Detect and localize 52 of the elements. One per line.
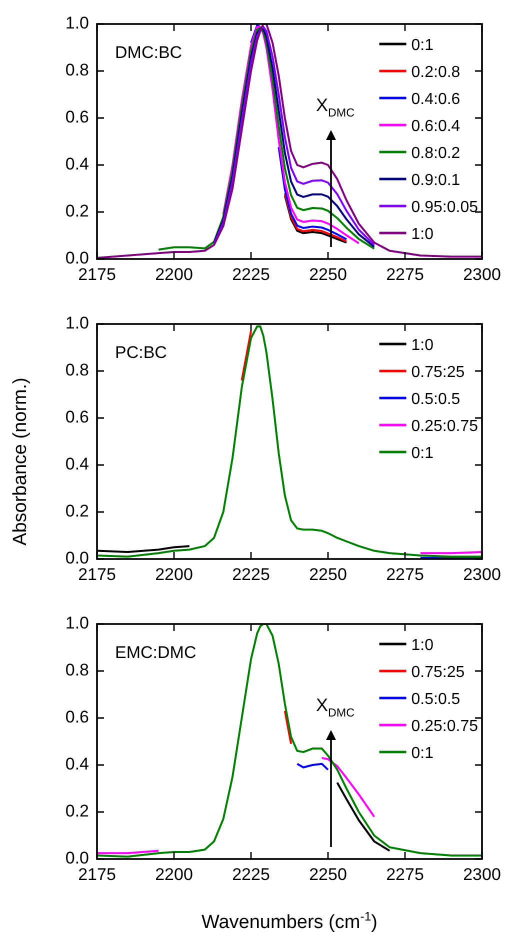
legend-label: 0.2:0.8 — [411, 64, 460, 81]
legend-label: 0:1 — [411, 445, 434, 462]
y-tick-label: 0.2 — [65, 502, 89, 521]
legend-label: 0.6:0.4 — [411, 118, 460, 135]
y-tick-label: 0.4 — [65, 454, 89, 474]
y-axis-title: Absorbance (norm.) — [10, 378, 31, 546]
y-tick-label: 1.0 — [65, 614, 89, 633]
legend-label: 0:1 — [411, 37, 434, 54]
legend-label: 0.4:0.6 — [411, 91, 460, 108]
legend-label: 0.75:25 — [411, 664, 465, 681]
legend-label: 0.8:0.2 — [411, 145, 460, 162]
x-tick-label: 2250 — [309, 264, 347, 284]
y-tick-label: 0.8 — [65, 660, 89, 680]
text: DMC:BC — [115, 43, 182, 62]
legend-label: 0.95:0.05 — [411, 199, 478, 216]
x-tick-label: 2300 — [463, 264, 501, 284]
legend-label: 0:1 — [411, 745, 434, 762]
x-tick-label: 2200 — [155, 264, 193, 284]
x-tick-label: 2250 — [309, 864, 347, 884]
legend-label: 1:0 — [411, 637, 434, 654]
x-tick-label: 2200 — [155, 864, 193, 884]
x-tick-label: 2275 — [386, 564, 424, 584]
y-tick-label: 1.0 — [65, 314, 89, 333]
legend-label: 0.25:0.75 — [411, 418, 478, 435]
y-tick-label: 0.2 — [65, 202, 89, 221]
legend-label: 0.5:0.5 — [411, 391, 460, 408]
legend-label: 1:0 — [411, 226, 434, 243]
legend-label: 0.75:25 — [411, 364, 465, 381]
x-tick-label: 2225 — [232, 264, 270, 284]
legend-label: 0.5:0.5 — [411, 691, 460, 708]
x-tick-label: 2300 — [463, 564, 501, 584]
x-tick-label: 2275 — [386, 264, 424, 284]
x-tick-label: 2275 — [386, 864, 424, 884]
y-tick-label: 0.8 — [65, 360, 89, 380]
text: PC:BC — [115, 343, 167, 362]
y-tick-label: 0.8 — [65, 60, 89, 80]
y-tick-label: 0.4 — [65, 154, 89, 174]
x-tick-label: 2300 — [463, 864, 501, 884]
legend-label: 1:0 — [411, 337, 434, 354]
legend-label: 0.25:0.75 — [411, 718, 478, 735]
y-tick-label: 0.6 — [65, 708, 89, 727]
y-tick-label: 0.6 — [65, 408, 89, 427]
x-tick-label: 2225 — [232, 564, 270, 584]
x-tick-label: 2200 — [155, 564, 193, 584]
x-tick-label: 2225 — [232, 864, 270, 884]
y-tick-label: 0.4 — [65, 754, 89, 774]
x-tick-label: 2250 — [309, 564, 347, 584]
legend-label: 0.9:0.1 — [411, 172, 460, 189]
y-tick-label: 0.6 — [65, 108, 89, 127]
text: EMC:DMC — [115, 643, 196, 662]
y-tick-label: 0.2 — [65, 802, 89, 821]
y-tick-label: 1.0 — [65, 14, 89, 33]
